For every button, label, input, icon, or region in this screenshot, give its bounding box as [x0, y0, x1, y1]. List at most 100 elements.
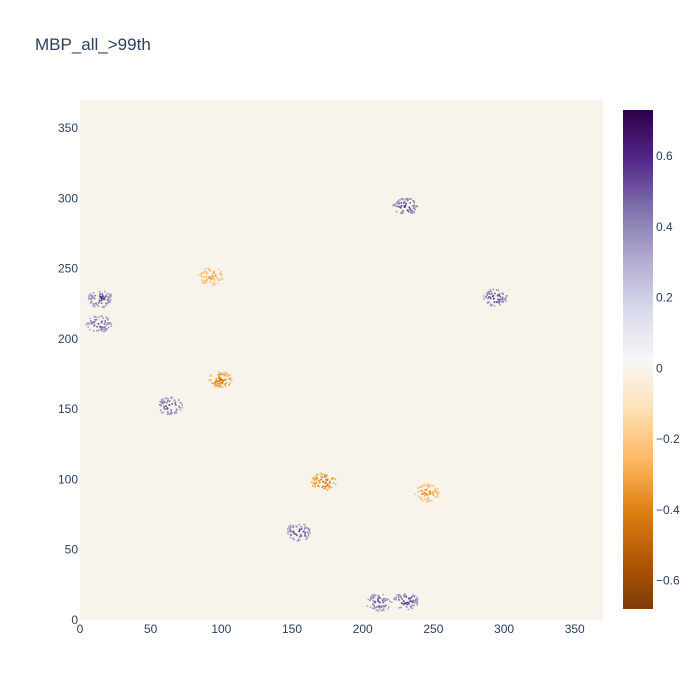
heatmap-cell — [100, 328, 102, 330]
heatmap-cell — [219, 385, 221, 388]
heatmap-cell — [401, 598, 403, 600]
heatmap-cell — [108, 326, 110, 329]
heatmap-cell — [100, 296, 102, 298]
heatmap-cell — [382, 601, 385, 604]
heatmap-cell — [287, 532, 289, 535]
heatmap-cell — [212, 284, 215, 286]
heatmap-cell — [90, 321, 92, 323]
heatmap-cell — [399, 596, 402, 598]
heatmap-cell — [215, 274, 217, 276]
y-tick-label: 100 — [58, 472, 78, 486]
heatmap-cell — [317, 473, 319, 475]
heatmap-cell — [502, 300, 505, 303]
heatmap-cell — [229, 382, 231, 384]
heatmap-cell — [497, 301, 499, 303]
y-tick-label: 50 — [65, 543, 79, 557]
heatmap-cell — [179, 407, 181, 409]
heatmap-cell — [165, 405, 167, 407]
heatmap-cell — [163, 405, 165, 408]
heatmap-cell — [430, 500, 433, 502]
heatmap-cell — [416, 596, 418, 598]
colorbar-tick-label: −0.6 — [656, 574, 680, 588]
heatmap-cell — [324, 487, 327, 490]
heatmap-cell — [89, 328, 91, 331]
heatmap-cell — [497, 294, 499, 297]
x-tick-label: 100 — [211, 622, 231, 636]
heatmap-cell — [412, 200, 414, 202]
heatmap-cluster — [287, 523, 311, 542]
heatmap-cell — [218, 386, 220, 388]
heatmap-cell — [389, 600, 391, 603]
heatmap-cell — [290, 526, 292, 528]
heatmap-cell — [160, 411, 163, 414]
heatmap-cell — [97, 316, 100, 319]
heatmap-cell — [424, 494, 426, 497]
heatmap-cell — [382, 599, 384, 602]
heatmap-cell — [404, 198, 407, 200]
heatmap-cell — [430, 484, 433, 487]
heatmap-cell — [92, 292, 95, 294]
heatmap-cell — [313, 477, 316, 479]
heatmap-cell — [103, 305, 105, 308]
heatmap-cell — [203, 280, 205, 282]
heatmap-cell — [288, 526, 290, 529]
heatmap-cell — [91, 297, 94, 299]
y-tick-label: 300 — [58, 191, 78, 205]
heatmap-cell — [217, 383, 219, 385]
heatmap-cell — [327, 487, 330, 489]
heatmap-cell — [409, 202, 411, 204]
heatmap-cell — [100, 315, 102, 317]
heatmap-cell — [498, 302, 500, 304]
heatmap-cell — [215, 378, 218, 380]
heatmap-cell — [208, 269, 210, 271]
heatmap-cell — [318, 481, 321, 484]
heatmap-cell — [378, 605, 381, 607]
heatmap-cell — [428, 500, 431, 502]
heatmap-cell — [304, 534, 306, 536]
heatmap-cell — [398, 607, 401, 609]
heatmap-cell — [90, 294, 93, 296]
heatmap-cell — [315, 474, 318, 476]
heatmap-cell — [219, 373, 222, 376]
heatmap-cell — [215, 381, 217, 384]
heatmap-cell — [89, 302, 92, 304]
heatmap-cell — [426, 484, 428, 487]
heatmap-cell — [416, 604, 418, 606]
heatmap-cell — [97, 323, 100, 325]
heatmap-cell — [299, 539, 301, 541]
heatmap-cluster — [208, 371, 233, 388]
heatmap-cluster — [198, 267, 224, 286]
heatmap-cell — [373, 607, 376, 610]
heatmap-cell — [160, 401, 162, 404]
heatmap-cell — [107, 296, 110, 298]
heatmap-cell — [377, 598, 379, 600]
heatmap-cell — [425, 489, 428, 491]
heatmap-cell — [218, 380, 220, 382]
heatmap-cell — [108, 300, 110, 303]
heatmap-cell — [395, 210, 398, 213]
heatmap-cell — [501, 297, 504, 299]
heatmap-cell — [495, 289, 498, 291]
heatmap-cell — [307, 527, 309, 530]
heatmap-cell — [92, 303, 94, 305]
heatmap-cell — [110, 323, 113, 326]
heatmap-cell — [428, 486, 430, 488]
heatmap-cell — [492, 294, 495, 297]
heatmap-cell — [312, 482, 315, 484]
heatmap-cell — [406, 601, 409, 604]
heatmap-cell — [96, 303, 98, 306]
heatmap-cell — [211, 382, 213, 384]
heatmap-cell — [181, 404, 183, 406]
heatmap-cell — [403, 202, 405, 204]
heatmap-cell — [106, 292, 109, 295]
heatmap-cell — [163, 401, 165, 404]
heatmap-cell — [166, 407, 168, 409]
heatmap-cell — [400, 606, 402, 609]
heatmap-cell — [298, 523, 300, 526]
heatmap-cell — [171, 403, 173, 405]
heatmap-cluster — [158, 396, 184, 416]
colorbar-ticks: −0.6 −0.4 −0.2 0 0.2 0.4 0.6 — [656, 149, 680, 588]
heatmap-cell — [497, 289, 500, 292]
heatmap-cell — [101, 320, 103, 322]
heatmap-cell — [206, 278, 208, 281]
